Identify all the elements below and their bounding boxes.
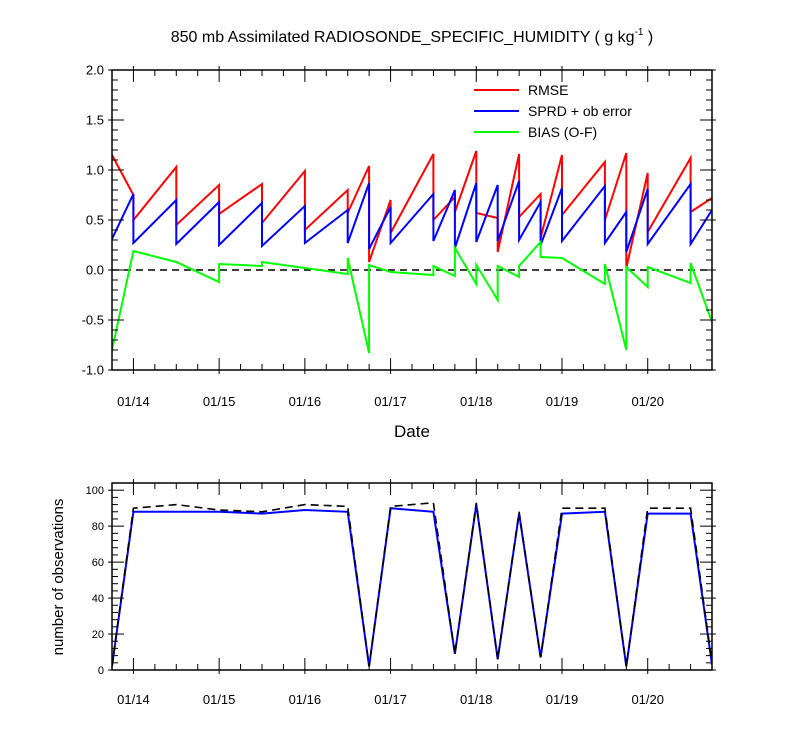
bottom-y-axis-label: number of observations bbox=[50, 499, 67, 656]
y-tick-label: 1.5 bbox=[86, 113, 104, 128]
series-group bbox=[112, 501, 712, 667]
y-tick-label: 40 bbox=[92, 593, 104, 605]
bottom-chart: 100 80 60 40 20 0 01/14 01/15 01/16 01/17 01/18 01/… bbox=[86, 479, 716, 707]
y-tick-label: 0.0 bbox=[86, 263, 104, 278]
x-tick-label: 01/19 bbox=[546, 692, 579, 707]
x-tick-label: 01/14 bbox=[117, 692, 150, 707]
y-tick-label: 20 bbox=[92, 629, 104, 641]
legend-label: BIAS (O-F) bbox=[528, 124, 597, 140]
chart-title-superscript: -1 bbox=[635, 27, 644, 38]
chart-title-suffix: ) bbox=[643, 29, 653, 46]
x-tick-label: 01/15 bbox=[203, 394, 236, 409]
x-tick-label: 01/20 bbox=[631, 394, 664, 409]
chart-title: 850 mb Assimilated RADIOSONDE_SPECIFIC_H… bbox=[171, 27, 654, 46]
x-tick-label: 01/14 bbox=[117, 394, 150, 409]
series-line-rmse bbox=[112, 150, 712, 269]
legend-label: RMSE bbox=[528, 82, 568, 98]
series-group bbox=[112, 150, 712, 354]
x-tick-label: 01/19 bbox=[546, 394, 579, 409]
x-tick-label: 01/17 bbox=[374, 394, 407, 409]
series-line-sprd-ob-error bbox=[112, 180, 712, 253]
y-tick-label: 80 bbox=[92, 521, 104, 533]
x-tick-label: 01/16 bbox=[289, 692, 322, 707]
y-tick-label: 0.5 bbox=[86, 213, 104, 228]
y-tick-label: 0 bbox=[98, 665, 104, 677]
y-tick-label: 1.0 bbox=[86, 163, 104, 178]
x-tick-label: 01/20 bbox=[631, 692, 664, 707]
y-tick-label: 2.0 bbox=[86, 63, 104, 78]
top-x-axis-label: Date bbox=[394, 422, 430, 441]
series-line-bias-o-f- bbox=[112, 239, 712, 354]
y-tick-label: -0.5 bbox=[82, 313, 104, 328]
x-tick-label: 01/18 bbox=[460, 394, 493, 409]
top-chart: 2.0 1.5 1.0 0.5 0.0 -0.5 -1.0 01/14 01/15 01/16 01… bbox=[82, 63, 716, 409]
y-tick-label: -1.0 bbox=[82, 363, 104, 378]
series-line-assimilated-observations bbox=[112, 504, 712, 667]
x-tick-label: 01/15 bbox=[203, 692, 236, 707]
legend-label: SPRD + ob error bbox=[528, 103, 632, 119]
y-tick-label: 60 bbox=[92, 557, 104, 569]
chart-title-main: 850 mb Assimilated RADIOSONDE_SPECIFIC_H… bbox=[171, 29, 635, 46]
x-tick-label: 01/17 bbox=[374, 692, 407, 707]
legend: RMSE SPRD + ob error BIAS (O-F) bbox=[474, 82, 632, 140]
x-tick-label: 01/18 bbox=[460, 692, 493, 707]
series-line-possible-observations bbox=[112, 501, 712, 667]
y-tick-label: 100 bbox=[86, 485, 104, 497]
x-tick-label: 01/16 bbox=[289, 394, 322, 409]
